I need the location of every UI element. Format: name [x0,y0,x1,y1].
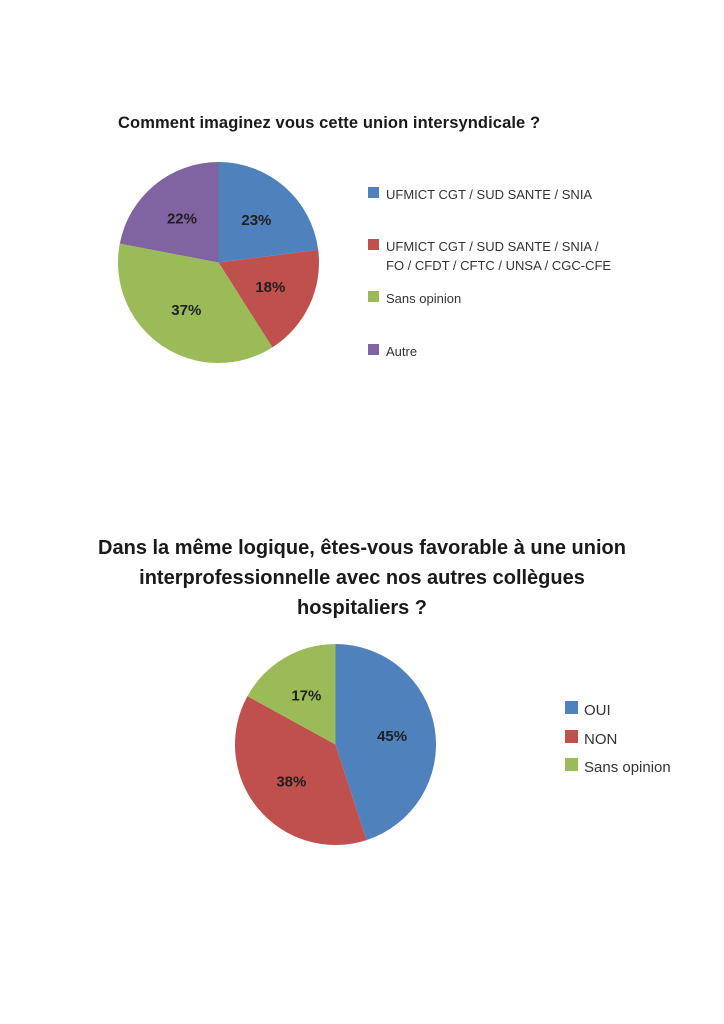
legend-label: Sans opinion [584,759,671,776]
pie-slice-label-0: 23% [241,212,271,229]
legend-item: Sans opinion [368,290,461,309]
pie-slice-3 [119,162,219,263]
pie-slice-0 [335,644,436,841]
legend-swatch-blue [368,187,379,198]
legend-label: OUI [584,702,611,719]
legend-item: UFMICT CGT / SUD SANTE / SNIA [368,186,592,205]
legend-swatch-green [368,291,379,302]
pie-slice-label-1: 18% [255,279,285,296]
legend-item: UFMICT CGT / SUD SANTE / SNIA / FO / CFD… [368,238,611,276]
legend-swatch-red [368,239,379,250]
legend-item: Autre [368,343,417,362]
legend-swatch-blue [565,701,578,714]
legend-item: NON [565,729,617,751]
legend-swatch-purple [368,344,379,355]
pie-slice-2 [118,243,273,363]
pie-slice-label-1: 38% [276,773,306,790]
legend-swatch-red [565,730,578,743]
chart1-title: Comment imaginez vous cette union inters… [118,114,541,132]
legend-label: NON [584,731,618,748]
pie-slice-label-2: 17% [291,687,321,704]
pie-chart-union-interprofessionnelle: 45% 38% 17% [234,644,436,845]
pie-slice-label-2: 37% [171,302,201,319]
legend-label: UFMICT CGT / SUD SANTE / SNIA [386,187,593,202]
legend-label: Autre [386,344,418,359]
legend-item: OUI [565,700,611,722]
pie-slice-label-0: 45% [377,728,407,745]
legend-item: Sans opinion [565,757,671,779]
chart2-title: Dans la même logique, êtes-vous favorabl… [98,537,626,619]
pie-chart-union-intersyndicale: 23% 18% 37% 22% [118,162,319,363]
pie-slice-2 [247,644,336,745]
legend-label: Sans opinion [386,291,462,306]
pie-slice-0 [218,162,319,263]
legend-label: UFMICT CGT / SUD SANTE / SNIA / FO / CFD… [386,239,612,273]
legend-swatch-green [565,758,578,771]
pie-slice-1 [234,696,367,845]
pie-slice-label-3: 22% [167,211,197,228]
pie-slice-1 [218,249,319,348]
